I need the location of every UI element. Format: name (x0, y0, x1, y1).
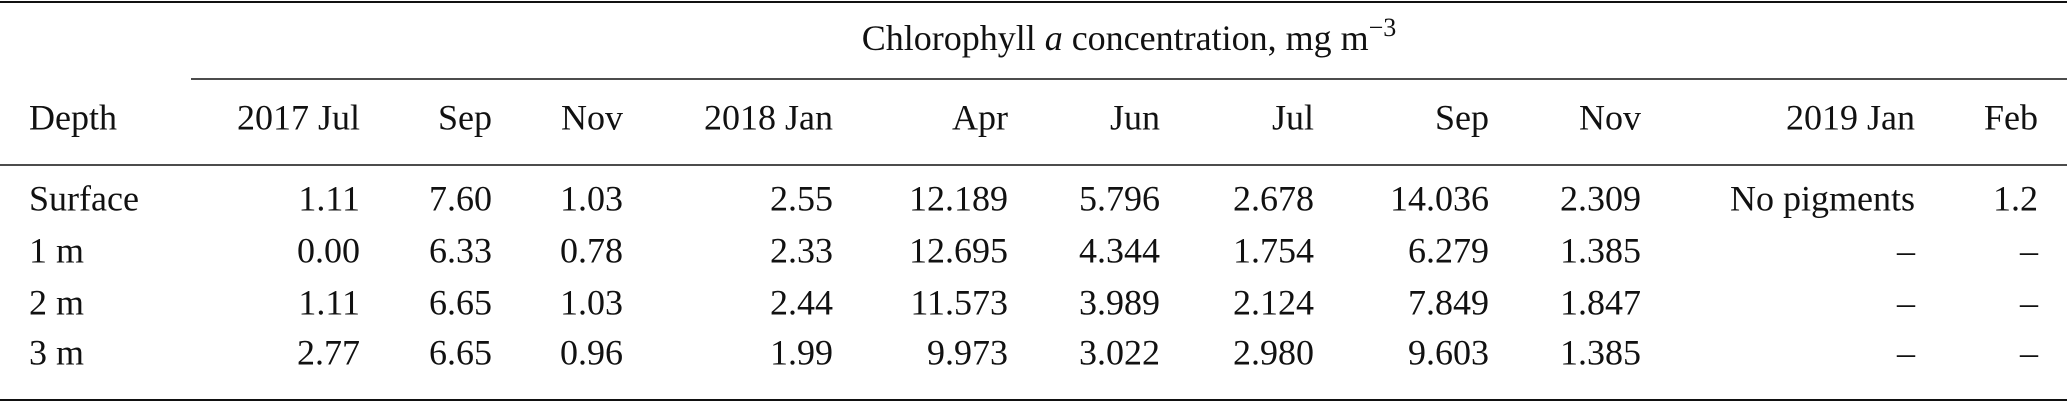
cell: 0.00 (297, 230, 360, 270)
cell: 9.973 (927, 332, 1008, 372)
cell: 1.847 (1560, 282, 1641, 322)
cell: 6.65 (429, 332, 492, 372)
cell: No pigments (1730, 178, 1915, 218)
cell: 2.124 (1233, 282, 1314, 322)
cell: 2.33 (770, 230, 833, 270)
column-header: Depth (29, 97, 117, 137)
cell: 2.77 (297, 332, 360, 372)
cell: 0.96 (560, 332, 623, 372)
cell: 2.44 (770, 282, 833, 322)
column-header: Sep (1435, 97, 1489, 137)
cell: – (1896, 230, 1916, 270)
cell: 1.03 (560, 178, 623, 218)
column-header: 2018 Jan (704, 97, 833, 137)
cell: 7.60 (429, 178, 492, 218)
table-title: Chlorophyll a concentration, mg m−3 (862, 13, 1397, 58)
row-label: 3 m (29, 332, 84, 372)
cell: 2.678 (1233, 178, 1314, 218)
cell: 1.03 (560, 282, 623, 322)
cell: 12.189 (909, 178, 1008, 218)
column-header: Jul (1272, 97, 1314, 137)
cell: 1.2 (1993, 178, 2038, 218)
cell: 3.022 (1079, 332, 1160, 372)
cell: 9.603 (1408, 332, 1489, 372)
cell: 11.573 (910, 282, 1008, 322)
column-header: Feb (1984, 97, 2038, 137)
cell: 6.33 (429, 230, 492, 270)
cell: 14.036 (1390, 178, 1489, 218)
title-italic: a (1045, 18, 1063, 58)
column-header: Jun (1110, 97, 1160, 137)
row-label: Surface (29, 178, 139, 218)
cell: 0.78 (560, 230, 623, 270)
column-header: Nov (1579, 97, 1641, 137)
cell: 12.695 (909, 230, 1008, 270)
cell: 6.65 (429, 282, 492, 322)
column-header: Sep (438, 97, 492, 137)
cell: – (2019, 282, 2039, 322)
cell: – (1896, 282, 1916, 322)
cell: 2.55 (770, 178, 833, 218)
cell: 1.754 (1233, 230, 1314, 270)
cell: 5.796 (1079, 178, 1160, 218)
cell: – (1896, 332, 1916, 372)
row-label: 1 m (29, 230, 84, 270)
cell: 6.279 (1408, 230, 1489, 270)
cell: 1.385 (1560, 230, 1641, 270)
column-header: 2019 Jan (1786, 97, 1915, 137)
cell: 2.980 (1233, 332, 1314, 372)
column-header: Apr (952, 97, 1008, 137)
title-superscript: −3 (1369, 13, 1397, 42)
cell: 1.11 (298, 178, 360, 218)
cell: 7.849 (1408, 282, 1489, 322)
cell: 3.989 (1079, 282, 1160, 322)
row-label: 2 m (29, 282, 84, 322)
column-header: Nov (561, 97, 623, 137)
cell: 1.385 (1560, 332, 1641, 372)
cell: – (2019, 332, 2039, 372)
title-text: Chlorophyll (862, 18, 1045, 58)
cell: 1.11 (298, 282, 360, 322)
cell: – (2019, 230, 2039, 270)
cell: 2.309 (1560, 178, 1641, 218)
title-text: concentration, mg m (1063, 18, 1369, 58)
column-header: 2017 Jul (237, 97, 360, 137)
cell: 1.99 (770, 332, 833, 372)
cell: 4.344 (1079, 230, 1160, 270)
